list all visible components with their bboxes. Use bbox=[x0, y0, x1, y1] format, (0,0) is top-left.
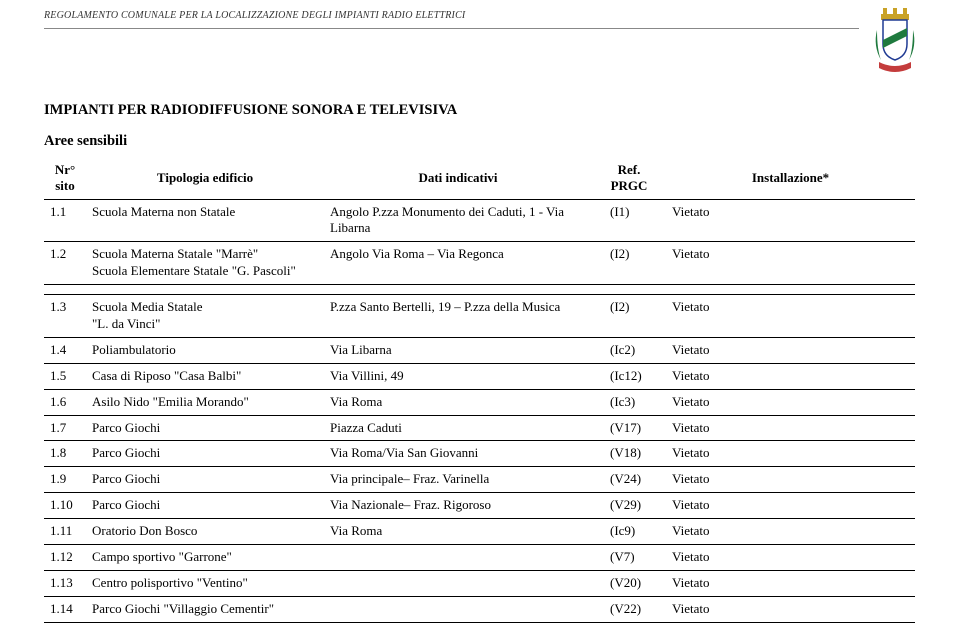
cell-nr: 1.7 bbox=[44, 415, 86, 441]
table-row: 1.6Asilo Nido "Emilia Morando"Via Roma(I… bbox=[44, 389, 915, 415]
cell-installazione: Vietato bbox=[666, 295, 915, 338]
municipal-crest-icon bbox=[867, 6, 923, 78]
section-title: IMPIANTI PER RADIODIFFUSIONE SONORA E TE… bbox=[44, 102, 915, 119]
cell-installazione: Vietato bbox=[666, 493, 915, 519]
cell-nr: 1.5 bbox=[44, 363, 86, 389]
cell-tipologia: Parco Giochi bbox=[86, 493, 324, 519]
cell-tipologia: Scuola Materna Statale "Marrè"Scuola Ele… bbox=[86, 242, 324, 285]
cell-nr: 1.8 bbox=[44, 441, 86, 467]
cell-installazione: Vietato bbox=[666, 467, 915, 493]
table-row: 1.7Parco GiochiPiazza Caduti(V17)Vietato bbox=[44, 415, 915, 441]
cell-dati: Via Roma/Via San Giovanni bbox=[324, 441, 592, 467]
col-header-nr: Nr° sito bbox=[44, 158, 86, 199]
table-row: 1.5Casa di Riposo "Casa Balbi"Via Villin… bbox=[44, 363, 915, 389]
cell-installazione: Vietato bbox=[666, 199, 915, 242]
cell-ref: (V24) bbox=[592, 467, 666, 493]
cell-installazione: Vietato bbox=[666, 337, 915, 363]
cell-nr: 1.1 bbox=[44, 199, 86, 242]
sites-table: Nr° sito Tipologia edificio Dati indicat… bbox=[44, 158, 915, 623]
table-row: 1.8Parco GiochiVia Roma/Via San Giovanni… bbox=[44, 441, 915, 467]
cell-ref: (Ic9) bbox=[592, 519, 666, 545]
cell-ref: (Ic2) bbox=[592, 337, 666, 363]
cell-tipologia: Scuola Media Statale"L. da Vinci" bbox=[86, 295, 324, 338]
cell-nr: 1.9 bbox=[44, 467, 86, 493]
col-header-installazione: Installazione* bbox=[666, 158, 915, 199]
table-row: 1.4PoliambulatorioVia Libarna(Ic2)Vietat… bbox=[44, 337, 915, 363]
cell-nr: 1.2 bbox=[44, 242, 86, 285]
cell-ref: (I2) bbox=[592, 295, 666, 338]
table-row: 1.10Parco GiochiVia Nazionale– Fraz. Rig… bbox=[44, 493, 915, 519]
cell-nr: 1.10 bbox=[44, 493, 86, 519]
cell-ref: (Ic12) bbox=[592, 363, 666, 389]
cell-nr: 1.11 bbox=[44, 519, 86, 545]
cell-dati bbox=[324, 570, 592, 596]
cell-dati: Via principale– Fraz. Varinella bbox=[324, 467, 592, 493]
cell-tipologia: Centro polisportivo "Ventino" bbox=[86, 570, 324, 596]
cell-nr: 1.6 bbox=[44, 389, 86, 415]
cell-dati bbox=[324, 544, 592, 570]
cell-dati bbox=[324, 596, 592, 622]
cell-dati: Via Roma bbox=[324, 389, 592, 415]
cell-tipologia: Casa di Riposo "Casa Balbi" bbox=[86, 363, 324, 389]
cell-ref: (V17) bbox=[592, 415, 666, 441]
cell-installazione: Vietato bbox=[666, 544, 915, 570]
cell-installazione: Vietato bbox=[666, 596, 915, 622]
cell-nr: 1.3 bbox=[44, 295, 86, 338]
table-row: 1.1Scuola Materna non StataleAngolo P.zz… bbox=[44, 199, 915, 242]
cell-ref: (V18) bbox=[592, 441, 666, 467]
cell-ref: (V29) bbox=[592, 493, 666, 519]
table-row: 1.9Parco GiochiVia principale– Fraz. Var… bbox=[44, 467, 915, 493]
cell-tipologia: Poliambulatorio bbox=[86, 337, 324, 363]
cell-tipologia: Campo sportivo "Garrone" bbox=[86, 544, 324, 570]
cell-installazione: Vietato bbox=[666, 415, 915, 441]
cell-nr: 1.14 bbox=[44, 596, 86, 622]
cell-dati: P.zza Santo Bertelli, 19 – P.zza della M… bbox=[324, 295, 592, 338]
section-subtitle: Aree sensibili bbox=[44, 133, 915, 150]
table-row: 1.14Parco Giochi "Villaggio Cementir" (V2… bbox=[44, 596, 915, 622]
cell-installazione: Vietato bbox=[666, 242, 915, 285]
cell-dati: Via Roma bbox=[324, 519, 592, 545]
table-row: 1.11Oratorio Don BoscoVia Roma(Ic9)Vieta… bbox=[44, 519, 915, 545]
col-header-tipologia: Tipologia edificio bbox=[86, 158, 324, 199]
cell-dati: Via Libarna bbox=[324, 337, 592, 363]
table-header-row: Nr° sito Tipologia edificio Dati indicat… bbox=[44, 158, 915, 199]
cell-tipologia: Parco Giochi bbox=[86, 467, 324, 493]
cell-installazione: Vietato bbox=[666, 519, 915, 545]
col-header-ref: Ref. PRGC bbox=[592, 158, 666, 199]
cell-installazione: Vietato bbox=[666, 441, 915, 467]
cell-dati: Via Villini, 49 bbox=[324, 363, 592, 389]
cell-dati: Via Nazionale– Fraz. Rigoroso bbox=[324, 493, 592, 519]
table-row: 1.13Centro polisportivo "Ventino" (V20)Vi… bbox=[44, 570, 915, 596]
col-header-dati: Dati indicativi bbox=[324, 158, 592, 199]
table-row: 1.2Scuola Materna Statale "Marrè"Scuola … bbox=[44, 242, 915, 285]
table-row: 1.3Scuola Media Statale"L. da Vinci"P.zz… bbox=[44, 295, 915, 338]
cell-nr: 1.12 bbox=[44, 544, 86, 570]
document-body: IMPIANTI PER RADIODIFFUSIONE SONORA E TE… bbox=[44, 102, 915, 623]
running-header: REGOLAMENTO COMUNALE PER LA LOCALIZZAZIO… bbox=[44, 10, 465, 21]
cell-ref: (V20) bbox=[592, 570, 666, 596]
cell-installazione: Vietato bbox=[666, 363, 915, 389]
cell-tipologia: Oratorio Don Bosco bbox=[86, 519, 324, 545]
header-rule bbox=[44, 28, 859, 29]
cell-ref: (V22) bbox=[592, 596, 666, 622]
cell-installazione: Vietato bbox=[666, 389, 915, 415]
cell-tipologia: Parco Giochi bbox=[86, 441, 324, 467]
cell-ref: (Ic3) bbox=[592, 389, 666, 415]
table-row: 1.12Campo sportivo "Garrone" (V7)Vietato bbox=[44, 544, 915, 570]
cell-nr: 1.13 bbox=[44, 570, 86, 596]
table-block-gap bbox=[44, 285, 915, 295]
cell-ref: (I2) bbox=[592, 242, 666, 285]
cell-dati: Angolo Via Roma – Via Regonca bbox=[324, 242, 592, 285]
cell-tipologia: Asilo Nido "Emilia Morando" bbox=[86, 389, 324, 415]
cell-dati: Piazza Caduti bbox=[324, 415, 592, 441]
cell-tipologia: Parco Giochi bbox=[86, 415, 324, 441]
cell-installazione: Vietato bbox=[666, 570, 915, 596]
cell-ref: (I1) bbox=[592, 199, 666, 242]
cell-nr: 1.4 bbox=[44, 337, 86, 363]
cell-tipologia: Scuola Materna non Statale bbox=[86, 199, 324, 242]
cell-ref: (V7) bbox=[592, 544, 666, 570]
cell-dati: Angolo P.zza Monumento dei Caduti, 1 - V… bbox=[324, 199, 592, 242]
cell-tipologia: Parco Giochi "Villaggio Cementir" bbox=[86, 596, 324, 622]
